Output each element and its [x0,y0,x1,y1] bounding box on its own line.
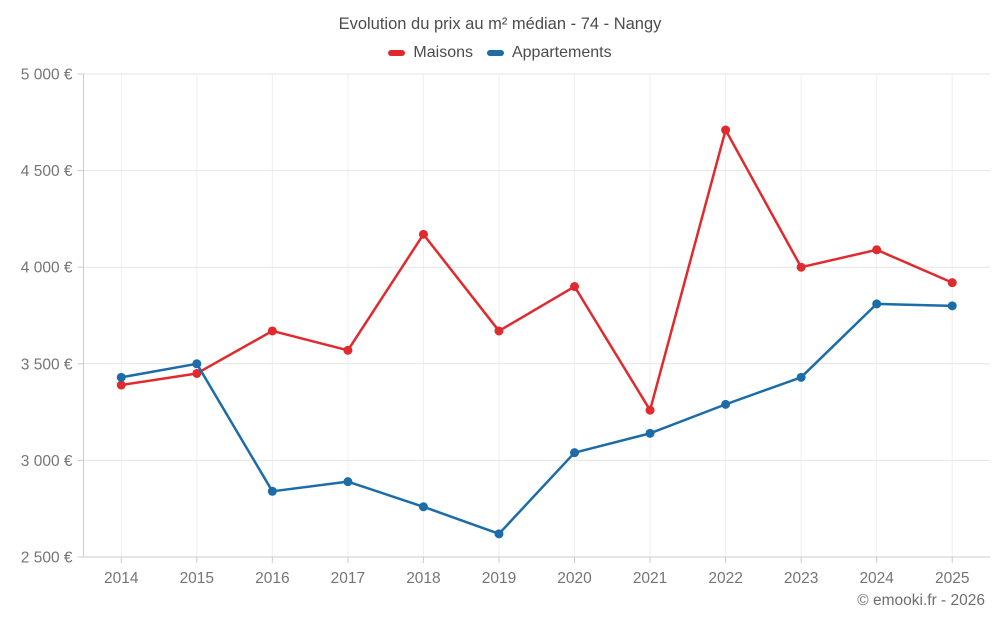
chart-title: Evolution du prix au m² médian - 74 - Na… [338,15,662,33]
y-axis-label: 5 000 € [21,67,73,84]
x-axis-label: 2016 [255,570,289,587]
data-point-maisons-2020[interactable] [570,282,580,292]
data-point-maisons-2023[interactable] [796,262,806,272]
data-point-maisons-2025[interactable] [947,278,957,288]
y-axis-label: 2 500 € [21,550,73,567]
data-point-appartements-2023[interactable] [796,372,806,382]
maisons-swatch-icon [388,50,406,56]
legend-label-appartements: Appartements [511,44,612,61]
legend-item-appartements[interactable]: Appartements [486,44,612,62]
data-point-appartements-2025[interactable] [947,301,957,311]
data-point-maisons-2016[interactable] [267,326,277,336]
x-axis-label: 2019 [482,570,516,587]
x-axis-label: 2022 [708,570,742,587]
y-axis-label: 4 500 € [21,163,73,180]
series-line-maisons [120,128,954,412]
x-axis-label: 2018 [406,570,440,587]
x-axis-label: 2015 [180,570,214,587]
x-axis-label: 2025 [935,570,969,587]
y-axis-label: 3 000 € [21,453,73,470]
y-axis-label: 4 000 € [21,260,73,277]
x-axis-label: 2024 [859,570,894,587]
data-point-appartements-2016[interactable] [267,486,277,496]
series-line-appartements [120,302,954,536]
data-point-appartements-2017[interactable] [343,477,353,487]
x-axis-label: 2021 [633,570,667,587]
data-point-appartements-2018[interactable] [418,502,428,512]
data-point-maisons-2024[interactable] [872,245,882,255]
x-axis-label: 2014 [104,570,139,587]
data-point-appartements-2024[interactable] [872,299,882,309]
data-point-maisons-2018[interactable] [418,229,428,239]
data-point-maisons-2015[interactable] [192,368,202,378]
data-point-appartements-2015[interactable] [192,359,202,369]
y-axis-label: 3 500 € [21,356,73,373]
data-point-appartements-2019[interactable] [494,529,504,539]
data-point-maisons-2017[interactable] [343,345,353,355]
data-point-appartements-2020[interactable] [570,448,580,458]
data-point-maisons-2019[interactable] [494,326,504,336]
data-point-appartements-2022[interactable] [721,399,731,409]
data-point-maisons-2014[interactable] [116,380,126,390]
legend-label-maisons: Maisons [413,44,473,61]
data-point-maisons-2022[interactable] [721,125,731,135]
appartements-swatch-icon [486,50,504,56]
x-axis-label: 2017 [331,570,365,587]
data-point-appartements-2014[interactable] [116,372,126,382]
x-axis-label: 2023 [784,570,818,587]
legend: Maisons Appartements [0,44,1000,62]
x-axis-label: 2020 [557,570,592,587]
legend-item-maisons[interactable]: Maisons [388,44,473,62]
data-point-appartements-2021[interactable] [645,428,655,438]
attribution: © emooki.fr - 2026 [857,592,985,609]
data-point-maisons-2021[interactable] [645,405,655,415]
